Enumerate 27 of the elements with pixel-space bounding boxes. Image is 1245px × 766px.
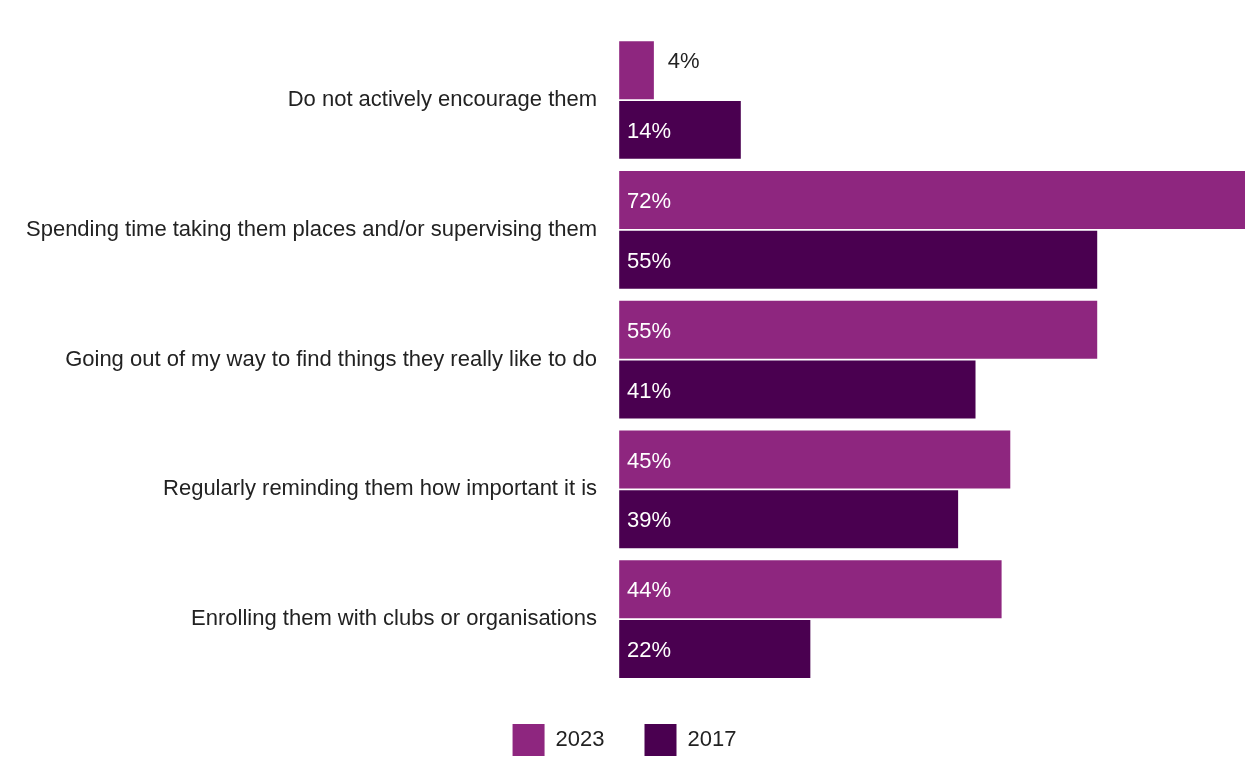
- data-label: 44%: [627, 577, 672, 603]
- y-tick-label: Going out of my way to find things they really like to do: [65, 345, 598, 371]
- bar: [619, 171, 1245, 229]
- data-label: 22%: [627, 637, 672, 663]
- data-label: 39%: [627, 507, 672, 533]
- bar: [619, 430, 1011, 489]
- bar: [619, 490, 959, 549]
- bar: [619, 620, 811, 678]
- bar: [619, 360, 976, 419]
- bar: [619, 100, 741, 159]
- legend-label: 2017: [687, 726, 737, 752]
- data-label: 72%: [627, 188, 672, 214]
- bar: [619, 300, 1098, 359]
- y-tick-label: Enrolling them with clubs or organisations: [191, 605, 598, 631]
- data-label: 55%: [627, 317, 672, 343]
- data-label: 55%: [627, 247, 672, 273]
- y-tick-label: Regularly reminding them how important it is: [163, 475, 598, 501]
- y-tick-label: Spending time taking them places and/or supervising them: [25, 215, 598, 241]
- data-label: 41%: [627, 377, 672, 403]
- data-label: 45%: [627, 447, 672, 473]
- data-label: 4%: [667, 48, 700, 74]
- bar: [619, 41, 654, 100]
- y-tick-label: Do not actively encourage them: [287, 86, 598, 112]
- data-label: 14%: [627, 117, 672, 143]
- bar: [619, 230, 1098, 289]
- bar: [619, 560, 1002, 619]
- legend-label: 2023: [555, 726, 605, 752]
